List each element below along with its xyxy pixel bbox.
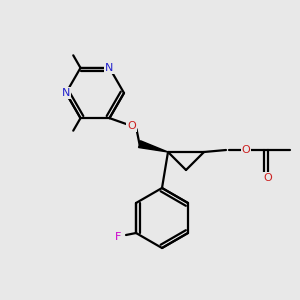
Text: O: O: [264, 173, 272, 183]
Text: F: F: [115, 232, 121, 242]
Text: O: O: [127, 121, 136, 131]
Polygon shape: [139, 141, 168, 152]
Text: N: N: [62, 88, 70, 98]
Text: N: N: [105, 63, 114, 73]
Text: O: O: [242, 145, 250, 155]
